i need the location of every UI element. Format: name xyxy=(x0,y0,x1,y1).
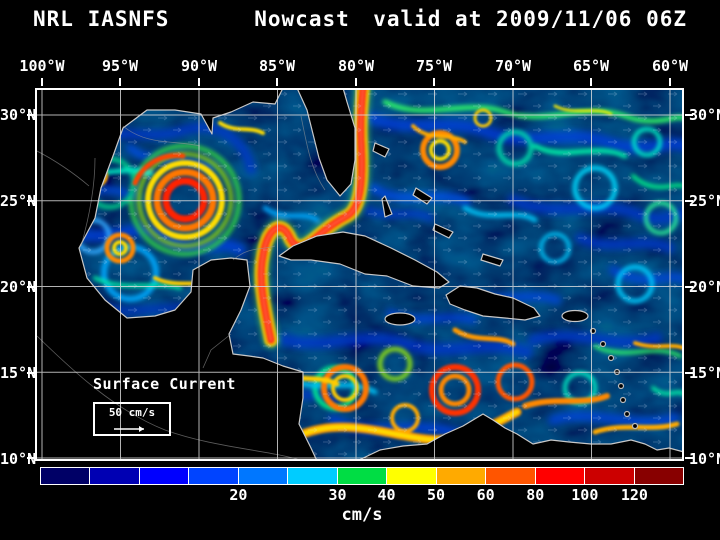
lon-tick xyxy=(433,78,435,86)
graticule xyxy=(35,88,684,461)
lat-label: 30°N xyxy=(0,106,37,124)
lat-label: 15°N xyxy=(0,364,37,382)
lat-label: 10°N xyxy=(689,450,720,468)
mode-title: Nowcast xyxy=(254,7,350,31)
land-cuba xyxy=(278,231,450,289)
lon-label: 95°W xyxy=(101,57,139,75)
colorbar-tick: 40 xyxy=(377,486,396,504)
lon-tick xyxy=(590,78,592,86)
lon-tick xyxy=(355,78,357,86)
lat-label: 25°N xyxy=(0,192,37,210)
colorbar-segment xyxy=(189,468,238,484)
lat-tick xyxy=(27,200,35,202)
colorbar-segment xyxy=(238,468,288,484)
valid-time-title: valid at 2009/11/06 06Z xyxy=(373,7,687,31)
colorbar-segment xyxy=(288,468,337,484)
colorbar-segment xyxy=(387,468,436,484)
colorbar-tick: 100 xyxy=(571,486,599,504)
scale-value: 50 cm/s xyxy=(108,406,156,419)
lat-tick xyxy=(27,372,35,374)
product-title: NRL IASNFS xyxy=(33,7,170,31)
scale-arrow-icon xyxy=(114,426,144,432)
lon-label: 90°W xyxy=(180,57,218,75)
colorbar-tick: 30 xyxy=(328,486,347,504)
lon-tick xyxy=(512,78,514,86)
lat-label: 30°N xyxy=(689,106,720,124)
colorbar-segment xyxy=(436,468,486,484)
land xyxy=(35,88,684,461)
lon-tick xyxy=(119,78,121,86)
colorbar-segment xyxy=(535,468,585,484)
lat-tick xyxy=(685,372,693,374)
colorbar-tick: 80 xyxy=(526,486,545,504)
map-frame xyxy=(35,88,684,461)
colorbar-segment xyxy=(634,468,684,484)
colorbar-segment xyxy=(585,468,634,484)
land-puerto-rico xyxy=(561,309,589,323)
lon-label: 85°W xyxy=(258,57,296,75)
lat-label: 15°N xyxy=(689,364,720,382)
colorbar xyxy=(40,467,684,485)
lon-label: 70°W xyxy=(494,57,532,75)
colorbar-segment xyxy=(337,468,387,484)
land-bahamas xyxy=(372,142,504,267)
lat-label: 25°N xyxy=(689,192,720,210)
colorbar-tick: 50 xyxy=(427,486,446,504)
colorbar-unit: cm/s xyxy=(341,505,383,525)
land-jamaica xyxy=(384,312,416,326)
land-hispaniola xyxy=(445,285,541,321)
colorbar-segment xyxy=(90,468,139,484)
lon-tick xyxy=(198,78,200,86)
colorbar-tick-labels: 20 30 40 50 60 80 100 120 xyxy=(40,486,684,504)
lon-label: 60°W xyxy=(651,57,689,75)
colorbar-tick: 60 xyxy=(476,486,495,504)
lat-tick xyxy=(27,457,35,459)
lat-label: 20°N xyxy=(689,278,720,296)
lon-label: 80°W xyxy=(337,57,375,75)
lon-label: 75°W xyxy=(415,57,453,75)
land-south-america xyxy=(356,413,684,461)
colorbar-tick: 120 xyxy=(620,486,648,504)
colorbar-segment xyxy=(486,468,535,484)
boundary-lines xyxy=(35,115,326,461)
lon-tick xyxy=(276,78,278,86)
lat-tick xyxy=(685,200,693,202)
lon-tick xyxy=(669,78,671,86)
colorbar-segment xyxy=(139,468,189,484)
land-north-central-america xyxy=(35,88,318,461)
land-lesser-antilles xyxy=(589,327,639,430)
lon-label: 100°W xyxy=(19,57,65,75)
surface-current-label: Surface Current xyxy=(93,375,236,393)
lat-tick xyxy=(27,286,35,288)
lat-tick xyxy=(685,286,693,288)
lat-tick xyxy=(685,457,693,459)
lat-tick xyxy=(685,114,693,116)
scale-box: 50 cm/s xyxy=(93,402,171,436)
map-canvas xyxy=(35,88,684,461)
colorbar-segment xyxy=(41,468,90,484)
lat-label: 10°N xyxy=(0,450,37,468)
lat-label: 20°N xyxy=(0,278,37,296)
colorbar-tick: 20 xyxy=(229,486,248,504)
lon-label: 65°W xyxy=(572,57,610,75)
lon-tick xyxy=(41,78,43,86)
lat-tick xyxy=(27,114,35,116)
